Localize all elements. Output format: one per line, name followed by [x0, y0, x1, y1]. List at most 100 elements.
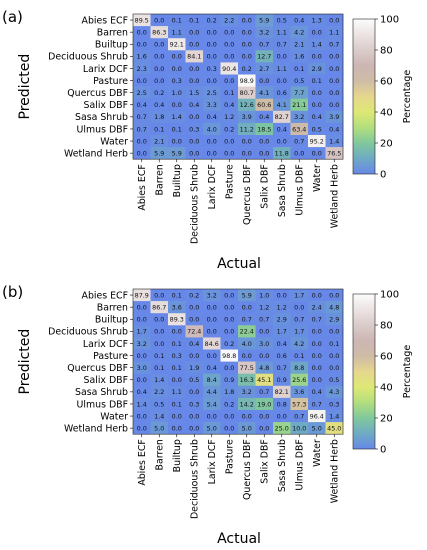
heatmap-cell: [150, 373, 169, 387]
heatmap-cell: [168, 422, 186, 435]
heatmap-cell: [168, 289, 186, 302]
cell-value-label: 0.4: [224, 101, 234, 109]
heatmap-cell: [238, 325, 256, 338]
cell-value-label: 21.1: [292, 101, 306, 109]
cell-value-label: 5.0: [154, 424, 164, 432]
heatmap-cell: [168, 373, 186, 387]
heatmap-cell: [220, 147, 239, 160]
cell-value-label: 0.4: [329, 125, 339, 133]
cell-value-label: 0.7: [294, 412, 304, 420]
cell-value-label: 0.2: [224, 400, 234, 408]
cell-value-label: 1.4: [329, 412, 339, 420]
cell-value-label: 4.1: [277, 101, 287, 109]
cell-value-label: 1.7: [277, 328, 287, 336]
colorbar-tick-label: 100: [380, 290, 399, 301]
heatmap-cell: [308, 301, 326, 314]
heatmap-cell: [150, 86, 169, 99]
cell-value-label: 0.3: [329, 400, 339, 408]
cell-value-label: 89.5: [135, 16, 149, 24]
heatmap-cell: [185, 147, 204, 160]
heatmap-cell: [150, 26, 169, 39]
cell-value-label: 0.5: [189, 376, 199, 384]
heatmap-cell: [255, 26, 274, 39]
heatmap-cell: [185, 38, 204, 51]
column-label: Larix DCF: [207, 439, 218, 484]
cell-value-label: 0.0: [154, 41, 164, 49]
cell-value-label: 0.0: [172, 101, 182, 109]
cell-value-label: 0.1: [172, 364, 182, 372]
cell-value-label: 0.5: [277, 16, 287, 24]
cell-value-label: 0.0: [329, 364, 339, 372]
heatmap-cell: [255, 74, 274, 87]
heatmap-cell: [255, 122, 274, 136]
heatmap-cell: [168, 337, 186, 350]
heatmap-cell: [220, 373, 239, 387]
cell-value-label: 0.0: [329, 352, 339, 360]
cell-value-label: 0.0: [137, 412, 147, 420]
heatmap-cell: [290, 410, 309, 423]
cell-value-label: 1.5: [189, 89, 199, 97]
heatmap-cell: [185, 422, 204, 435]
heatmap-cell: [273, 26, 291, 39]
cell-value-label: 0.0: [242, 16, 252, 24]
cell-value-label: 19.0: [257, 400, 271, 408]
cell-value-label: 0.0: [172, 328, 182, 336]
heatmap-cell: [238, 86, 256, 99]
row-label: Barren: [97, 302, 128, 313]
cell-value-label: 8.4: [207, 376, 217, 384]
heatmap-cell: [273, 422, 291, 435]
cell-value-label: 86.7: [152, 303, 166, 311]
heatmap-cell: [168, 385, 186, 399]
heatmap-cell: [325, 410, 344, 423]
cell-value-label: 0.7: [259, 388, 269, 396]
heatmap-cell: [185, 337, 204, 350]
heatmap-cell: [220, 289, 239, 302]
heatmap-cell: [150, 325, 169, 338]
heatmap-cell: [290, 313, 309, 326]
heatmap-cell: [220, 422, 239, 435]
heatmap-cell: [325, 86, 344, 99]
confusion-matrix-a: (a) 89.5 0.0 0.1 0.1 0.2 2.2 0.0 5.9 0.5 0.4 1.3 0.0…: [2, 8, 413, 272]
cell-value-label: 0.0: [189, 303, 199, 311]
cell-value-label: 0.0: [137, 376, 147, 384]
heatmap-cell: [185, 110, 204, 124]
cell-value-label: 0.0: [242, 53, 252, 61]
heatmap-cell: [273, 349, 291, 362]
cell-value-label: 4.8: [329, 303, 339, 311]
heatmap-cell: [220, 313, 239, 326]
cell-value-label: 0.0: [172, 53, 182, 61]
cell-value-label: 0.0: [312, 53, 322, 61]
heatmap-cell: [220, 50, 239, 63]
heatmap-cell: [308, 325, 326, 338]
cell-value-label: 3.2: [242, 388, 252, 396]
cell-value-label: 0.1: [172, 400, 182, 408]
heatmap-cell: [168, 62, 186, 75]
colorbar-tick-label: 80: [380, 46, 393, 57]
cell-value-label: 0.0: [189, 28, 199, 36]
colorbar-tick-label: 0: [380, 170, 386, 181]
cell-value-label: 0.0: [224, 424, 234, 432]
cell-value-label: 0.2: [189, 291, 199, 299]
column-label: Barren: [154, 164, 165, 195]
heatmap-cell: [255, 98, 274, 112]
cell-value-label: 0.0: [137, 41, 147, 49]
cell-value-label: 0.0: [207, 41, 217, 49]
cell-value-label: 4.8: [259, 364, 269, 372]
cell-value-label: 0.0: [294, 149, 304, 157]
heatmap-cell: [133, 349, 151, 362]
heatmap-cell: [273, 74, 291, 87]
cell-value-label: 57.3: [292, 400, 306, 408]
row-label: Abies ECF: [82, 15, 128, 26]
heatmap-cell: [325, 361, 344, 374]
cell-value-label: 0.0: [259, 137, 269, 145]
cell-value-label: 4.3: [329, 388, 339, 396]
cell-value-label: 3.2: [137, 340, 147, 348]
heatmap-cell: [220, 14, 239, 27]
heatmap-cell: [273, 38, 291, 51]
cell-value-label: 0.7: [312, 316, 322, 324]
heatmap-cell: [133, 38, 151, 51]
heatmap-cell: [290, 135, 309, 148]
heatmap-cell: [238, 147, 256, 160]
heatmap-cell: [238, 301, 256, 314]
heatmap-cell: [185, 385, 204, 399]
